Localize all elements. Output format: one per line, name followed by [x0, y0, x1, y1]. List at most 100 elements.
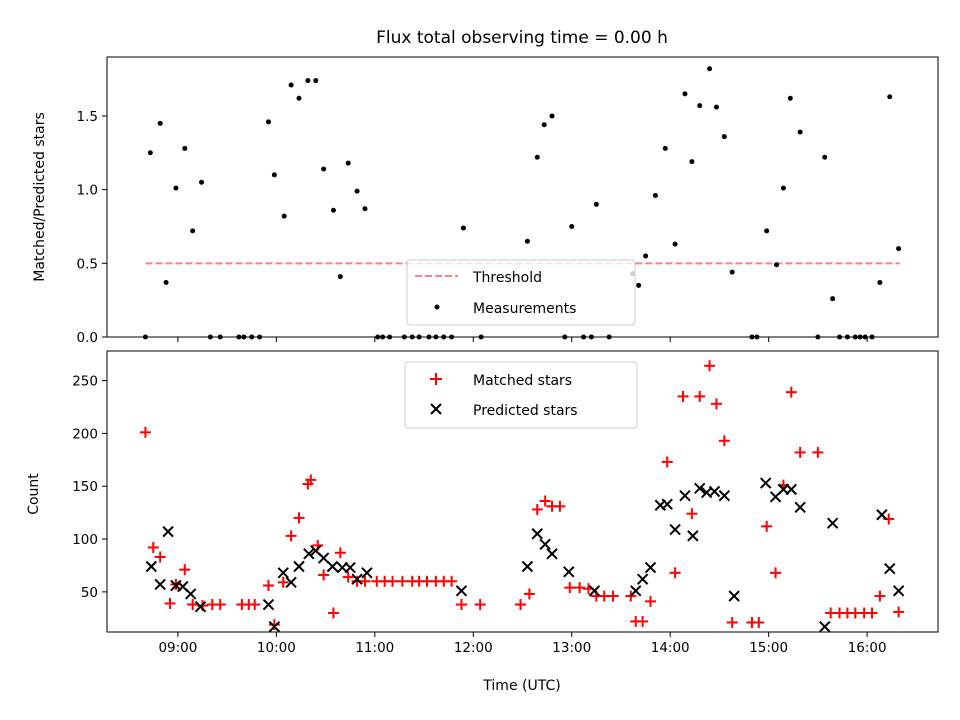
matched-star-point	[661, 456, 673, 468]
predicted-star-point	[718, 490, 731, 502]
predicted-star-point	[669, 523, 681, 536]
matched-star-point	[515, 599, 527, 611]
matched-star-point	[866, 607, 878, 619]
matched-star-point	[669, 567, 681, 579]
chart-title: Flux total observing time = 0.00 h	[376, 28, 668, 48]
matched-star-point	[359, 575, 371, 587]
measurement-point	[721, 134, 727, 140]
legend-measurement-marker	[434, 304, 440, 310]
predicted-star-point	[884, 562, 896, 575]
measurement-point	[173, 185, 179, 191]
measurement-point	[281, 213, 287, 219]
count-y-tick-label: 150	[72, 479, 98, 495]
count-panel-frame	[106, 350, 939, 633]
count-legend: Matched stars Predicted stars	[404, 361, 638, 429]
measurement-point	[830, 296, 836, 302]
measurement-point	[822, 154, 828, 160]
matched-star-point	[455, 599, 467, 611]
matched-star-point	[154, 551, 166, 563]
legend-matched-marker	[430, 373, 442, 385]
measurement-point	[190, 228, 196, 234]
matched-star-point	[554, 500, 566, 512]
count-y-axis-label: Count	[26, 473, 42, 515]
measurement-point	[354, 188, 360, 194]
predicted-star-point	[563, 566, 575, 578]
predicted-star-point	[455, 585, 468, 597]
predicted-star-point	[588, 585, 601, 597]
measurement-point	[764, 228, 770, 234]
predicted-star-point	[630, 585, 642, 597]
predicted-star-point	[521, 560, 534, 573]
measurement-point	[265, 119, 271, 125]
predicted-star-point	[539, 538, 551, 551]
measurement-point	[534, 154, 540, 160]
measurement-point	[569, 223, 575, 229]
predicted-star-point	[277, 567, 289, 579]
matched-star-point	[677, 390, 689, 402]
measurement-point	[271, 172, 277, 178]
matched-star-point	[607, 590, 619, 602]
measurement-point	[707, 66, 713, 72]
predicted-star-point	[154, 578, 166, 591]
time-x-axis-label: Time (UTC)	[482, 678, 560, 694]
matched-star-point	[564, 582, 576, 594]
measurement-point	[549, 113, 555, 119]
matched-star-point	[305, 474, 317, 486]
count-x-tick-label: 10:00	[257, 640, 296, 656]
measurement-point	[713, 104, 719, 110]
legend-predicted-label: Predicted stars	[473, 403, 578, 419]
matched-star-point	[474, 599, 486, 611]
ratio-panel: 0.0 0.5 1.0 1.5 Matched/Predicted stars Thr…	[32, 56, 939, 346]
matched-star-point	[214, 599, 226, 611]
matched-star-point	[187, 599, 199, 611]
matched-star-point	[794, 446, 806, 458]
predicted-star-point	[687, 530, 699, 542]
matched-star-point	[531, 503, 543, 515]
matched-star-point	[277, 576, 289, 588]
matched-star-point	[164, 597, 176, 609]
matched-star-point	[644, 595, 656, 607]
legend-matched-label: Matched stars	[473, 373, 572, 389]
predicted-star-point	[351, 573, 363, 585]
predicted-star-point	[728, 590, 740, 602]
matched-star-point	[726, 616, 738, 628]
ratio-y-tick-label: 0.5	[77, 256, 98, 272]
measurement-point	[163, 279, 169, 285]
measurement-point	[887, 94, 893, 100]
matched-star-point	[770, 567, 782, 579]
matched-star-point	[694, 390, 706, 402]
measurement-point	[797, 129, 803, 135]
predicted-star-point	[644, 561, 657, 574]
measurement-point	[774, 262, 780, 268]
ratio-y-tick-label: 1.0	[77, 183, 98, 199]
predicted-star-point	[876, 509, 888, 521]
measurement-point	[662, 145, 668, 151]
predicted-star-point	[694, 482, 706, 495]
matched-star-point	[147, 541, 159, 553]
matched-star-point	[686, 508, 698, 520]
legend-measurements-label: Measurements	[473, 301, 576, 317]
predicted-star-point	[162, 525, 174, 538]
matched-star-point	[327, 607, 339, 619]
predicted-star-point	[794, 501, 806, 514]
measurement-point	[682, 91, 688, 97]
ratio-panel-frame	[106, 56, 939, 338]
matched-star-point	[334, 547, 346, 559]
measurement-point	[199, 179, 205, 185]
legend-predicted-marker	[430, 403, 442, 415]
measurement-point	[689, 159, 695, 165]
measurement-point	[321, 166, 327, 172]
count-x-tick-label: 09:00	[158, 640, 197, 656]
ratio-y-tick-label: 1.5	[77, 109, 98, 125]
measurement-point	[313, 78, 319, 84]
predicted-star-point	[317, 552, 330, 564]
matched-star-point	[396, 575, 408, 587]
measurement-point	[877, 279, 883, 285]
predicted-star-point	[326, 560, 339, 573]
predicted-star-point	[708, 485, 721, 498]
matched-star-point	[387, 575, 399, 587]
ratio-y-axis-label: Matched/Predicted stars	[32, 112, 48, 282]
measurement-point	[305, 78, 311, 84]
legend-threshold-label: Threshold	[472, 270, 542, 286]
predicted-star-point	[785, 483, 798, 496]
